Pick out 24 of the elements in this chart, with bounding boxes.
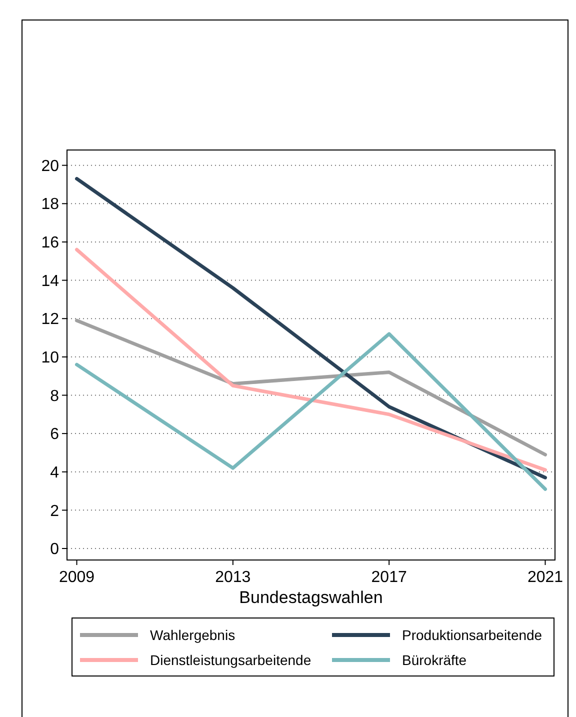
legend-label: Wahlergebnis bbox=[150, 626, 236, 643]
y-tick-label: 18 bbox=[41, 196, 60, 214]
x-axis-title: Bundestagswahlen bbox=[239, 588, 383, 607]
line-series bbox=[75, 176, 547, 480]
x-tick-label: 2021 bbox=[527, 569, 564, 586]
y-tick-label: 4 bbox=[50, 464, 60, 482]
y-tick-label: 14 bbox=[41, 272, 60, 290]
x-tick-label: 2009 bbox=[58, 569, 95, 586]
y-tick-label: 16 bbox=[41, 234, 60, 252]
y-tick-label: 20 bbox=[41, 158, 60, 175]
y-tick-label: 6 bbox=[50, 426, 60, 444]
y-tick-label: 8 bbox=[50, 388, 60, 405]
legend-label: Dienstleistungsarbeitende bbox=[150, 652, 312, 668]
x-tick-label: 2017 bbox=[371, 569, 407, 586]
x-tick-label: 2013 bbox=[215, 569, 251, 586]
y-tick-label: 2 bbox=[50, 502, 60, 520]
y-tick-label: 12 bbox=[41, 311, 60, 328]
line-series bbox=[75, 332, 547, 491]
legend-label: Produktionsarbeitende bbox=[402, 626, 542, 643]
y-tick-label: 0 bbox=[50, 541, 60, 558]
line-series bbox=[75, 318, 547, 456]
y-tick-label: 10 bbox=[41, 350, 60, 367]
legend-label: Bürokräfte bbox=[402, 652, 467, 668]
line-series bbox=[75, 248, 547, 472]
